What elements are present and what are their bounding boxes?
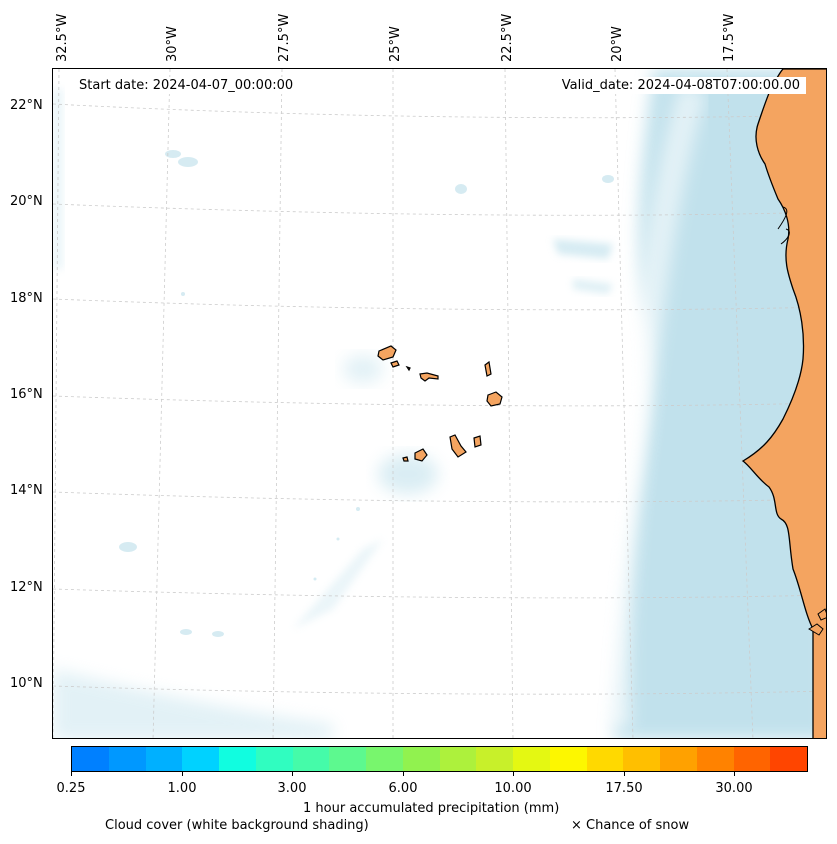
africa-landmass [741, 69, 826, 738]
cb-tick-label: 30.00 [715, 781, 753, 796]
colorbar-segment-10 [439, 747, 477, 771]
cb-tick-mark [182, 772, 183, 776]
cb-tick-mark [624, 772, 625, 776]
lon-label-32-5w: 32.5°W [55, 13, 70, 62]
colorbar-segment-18 [733, 747, 771, 771]
cb-tick-label: 0.25 [56, 781, 86, 796]
colorbar-segment-13 [549, 747, 587, 771]
lat-label-20n: 20°N [10, 194, 43, 209]
island-fogo [414, 448, 428, 462]
cape-verde-islands [377, 345, 503, 462]
map-canvas [53, 69, 826, 738]
colorbar-segment-1 [108, 747, 146, 771]
cb-tick-label: 6.00 [388, 781, 418, 796]
island-brava [402, 456, 409, 462]
lon-label-20w: 20°W [610, 26, 625, 62]
island-sao-vicente [390, 360, 400, 368]
colorbar-segment-4 [219, 747, 256, 771]
colorbar-segment-15 [623, 747, 660, 771]
snow-legend: × Chance of snow [571, 818, 690, 833]
lat-label-14n: 14°N [10, 483, 43, 498]
island-boa-vista [486, 391, 503, 407]
colorbar-segment-0 [72, 747, 109, 771]
colorbar-segment-11 [476, 747, 513, 771]
cloud-cover-legend: Cloud cover (white background shading) [105, 818, 369, 833]
valid-date-label: Valid_date: 2024-04-08T07:00:00.00 [555, 77, 806, 94]
colorbar-segment-9 [402, 747, 440, 771]
lon-label-27-5w: 27.5°W [277, 13, 292, 62]
bijagos-islands [808, 608, 826, 636]
cb-tick-label: 17.50 [605, 781, 643, 796]
map-panel[interactable]: Start date: 2024-04-07_00:00:00 Valid_da… [52, 68, 827, 739]
colorbar-segment-12 [513, 747, 550, 771]
colorbar-segment-3 [182, 747, 219, 771]
cb-tick-label: 3.00 [277, 781, 307, 796]
cb-tick-mark [71, 772, 72, 776]
precipitation-colorbar [71, 746, 808, 772]
cb-tick-label: 1.00 [167, 781, 197, 796]
colorbar-segment-19 [770, 747, 807, 771]
lon-label-22-5w: 22.5°W [500, 13, 515, 62]
lon-label-30w: 30°W [165, 26, 180, 62]
island-santa-luzia [405, 365, 411, 372]
lat-label-12n: 12°N [10, 580, 43, 595]
cloud-cover-shading [53, 69, 826, 738]
island-santo-antao [377, 345, 397, 361]
island-santiago [449, 434, 467, 458]
precip-speckles [181, 292, 360, 581]
lat-label-18n: 18°N [10, 291, 43, 306]
colorbar-segment-17 [696, 747, 734, 771]
colorbar-segment-7 [329, 747, 366, 771]
cb-tick-mark [513, 772, 514, 776]
lat-label-16n: 16°N [10, 387, 43, 402]
lat-label-22n: 22°N [10, 98, 43, 113]
island-sal [484, 360, 492, 377]
colorbar-segment-8 [366, 747, 403, 771]
start-date-label: Start date: 2024-04-07_00:00:00 [73, 77, 300, 94]
lon-label-25w: 25°W [388, 26, 403, 62]
cb-tick-label: 10.00 [494, 781, 532, 796]
island-sao-nicolau [419, 372, 439, 382]
graticule [53, 69, 826, 738]
africa-coast-detail [777, 206, 790, 245]
cb-tick-mark [734, 772, 735, 776]
colorbar-segment-2 [145, 747, 183, 771]
cb-tick-mark [292, 772, 293, 776]
colorbar-segment-5 [255, 747, 293, 771]
colorbar-segment-16 [660, 747, 697, 771]
island-maio [473, 435, 482, 448]
colorbar-segment-14 [586, 747, 624, 771]
colorbar-label: 1 hour accumulated precipitation (mm) [303, 801, 560, 816]
lat-label-10n: 10°N [10, 676, 43, 691]
lon-label-17-5w: 17.5°W [722, 13, 737, 62]
cb-tick-mark [403, 772, 404, 776]
colorbar-segment-6 [292, 747, 330, 771]
